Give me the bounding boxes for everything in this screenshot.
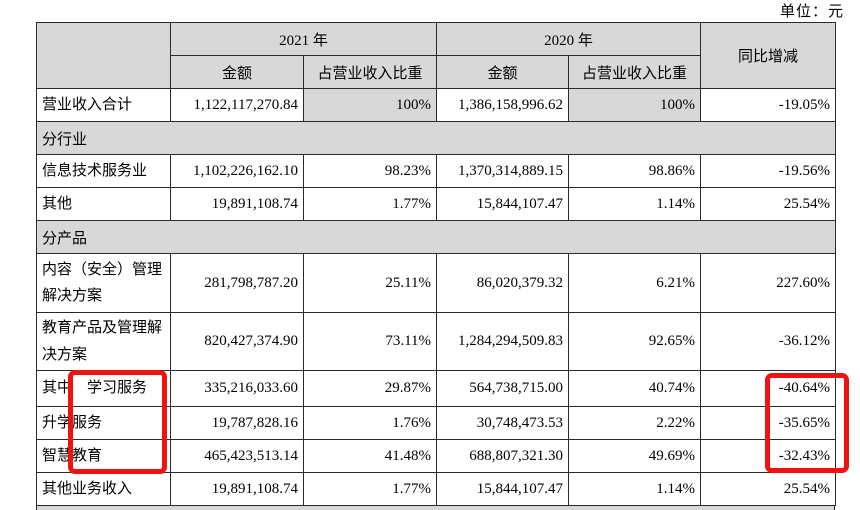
amount-2021-cell: 1,102,226,162.10 <box>170 154 304 188</box>
ratio-2020-cell: 40.74% <box>568 370 702 407</box>
row-label: 教育产品及管理解决方案 <box>36 312 171 371</box>
row-label-prefix: 其中 <box>42 380 73 397</box>
yoy-cell: 25.54% <box>700 187 837 221</box>
amount-2021-cell: 19,787,828.16 <box>170 406 304 440</box>
amount-2021-cell: 281,798,787.20 <box>170 253 304 313</box>
amount-2020-cell: 15,844,107.47 <box>436 472 570 506</box>
row-label: 信息技术服务业 <box>36 154 171 188</box>
yoy-header: 同比增减 <box>700 22 837 89</box>
table-row-learning-services: 其中 学习服务 335,216,033.60 29.87% 564,738,715… <box>36 370 837 407</box>
ratio-2021-cell: 25.11% <box>302 253 438 313</box>
revenue-breakdown-table: 2021 年 2020 年 同比增减 金额 占营业收入比重 金额 占营业收入比重… <box>35 22 837 506</box>
ratio-2021-header: 占营业收入比重 <box>302 55 438 89</box>
ratio-2021-cell: 1.77% <box>302 472 438 506</box>
section-label: 分产品 <box>35 220 837 254</box>
yoy-cell: -19.05% <box>700 88 837 122</box>
table-row-it-services: 信息技术服务业 1,102,226,162.10 98.23% 1,370,31… <box>36 154 837 188</box>
amount-2020-cell: 1,284,294,509.83 <box>436 312 570 371</box>
ratio-2021-cell: 1.76% <box>302 406 438 440</box>
ratio-2021-cell: 1.77% <box>302 187 438 221</box>
section-row-by-industry: 分行业 <box>35 121 837 155</box>
row-label: 智慧教育 <box>36 439 171 473</box>
ratio-2020-cell: 100% <box>568 88 702 122</box>
amount-2020-header: 金额 <box>436 55 570 89</box>
row-label: 其中 学习服务 <box>36 370 171 407</box>
amount-2021-cell: 465,423,513.14 <box>170 439 304 473</box>
yoy-cell: 25.54% <box>700 472 837 506</box>
amount-2020-cell: 15,844,107.47 <box>436 187 570 221</box>
year-2020-header: 2020 年 <box>436 22 702 56</box>
section-label: 分行业 <box>35 121 837 155</box>
ratio-2020-header: 占营业收入比重 <box>568 55 702 89</box>
table-row-total-revenue: 营业收入合计 1,122,117,270.84 100% 1,386,158,9… <box>36 88 837 122</box>
header-row-years: 2021 年 2020 年 同比增减 <box>36 22 837 89</box>
section-row-by-product: 分产品 <box>35 220 837 254</box>
next-row-clipped-strip <box>36 506 835 510</box>
ratio-2020-cell: 98.86% <box>568 154 702 188</box>
row-label: 其他业务收入 <box>36 472 171 506</box>
amount-2021-cell: 820,427,374.90 <box>170 312 304 371</box>
unit-label: 单位：元 <box>779 4 844 20</box>
yoy-cell: -35.65% <box>700 406 837 440</box>
ratio-2021-cell: 41.48% <box>302 439 438 473</box>
amount-2020-cell: 30,748,473.53 <box>436 406 570 440</box>
yoy-cell: -36.12% <box>700 312 837 371</box>
amount-2021-header: 金额 <box>170 55 304 89</box>
table-row-other-business: 其他业务收入 19,891,108.74 1.77% 15,844,107.47… <box>36 472 837 506</box>
ratio-2021-cell: 29.87% <box>302 370 438 407</box>
header-row-metrics: 金额 占营业收入比重 金额 占营业收入比重 <box>37 55 836 89</box>
ratio-2020-cell: 92.65% <box>568 312 702 371</box>
ratio-2021-cell: 73.11% <box>302 312 438 371</box>
yoy-cell: -40.64% <box>700 370 837 407</box>
ratio-2021-cell: 100% <box>302 88 438 122</box>
ratio-2020-cell: 6.21% <box>568 253 702 313</box>
amount-2021-cell: 1,122,117,270.84 <box>170 88 304 122</box>
ratio-2020-cell: 1.14% <box>568 472 702 506</box>
table-row-smart-education: 智慧教育 465,423,513.14 41.48% 688,807,321.3… <box>36 439 837 473</box>
amount-2021-cell: 19,891,108.74 <box>170 187 304 221</box>
row-label: 内容（安全）管理解决方案 <box>36 253 171 313</box>
ratio-2021-cell: 98.23% <box>302 154 438 188</box>
amount-2020-cell: 564,738,715.00 <box>436 370 570 407</box>
row-label: 其他 <box>36 187 171 221</box>
table-row-admission-services: 升学服务 19,787,828.16 1.76% 30,748,473.53 2… <box>36 406 837 440</box>
yoy-cell: 227.60% <box>700 253 837 313</box>
amount-2020-cell: 1,386,158,996.62 <box>436 88 570 122</box>
amount-2021-cell: 335,216,033.60 <box>170 370 304 407</box>
ratio-2020-cell: 2.22% <box>568 406 702 440</box>
table-row-other-industry: 其他 19,891,108.74 1.77% 15,844,107.47 1.1… <box>36 187 837 221</box>
amount-2020-cell: 688,807,321.30 <box>436 439 570 473</box>
amount-2021-cell: 19,891,108.74 <box>170 472 304 506</box>
row-label: 升学服务 <box>36 406 171 440</box>
yoy-cell: -32.43% <box>700 439 837 473</box>
ratio-2020-cell: 49.69% <box>568 439 702 473</box>
corner-cell <box>36 22 171 89</box>
row-label-text: 学习服务 <box>87 380 148 397</box>
table-row-content-security: 内容（安全）管理解决方案 281,798,787.20 25.11% 86,02… <box>36 253 837 313</box>
table-row-education-products: 教育产品及管理解决方案 820,427,374.90 73.11% 1,284,… <box>36 312 837 371</box>
yoy-cell: -19.56% <box>700 154 837 188</box>
row-label: 营业收入合计 <box>36 88 171 122</box>
year-2021-header: 2021 年 <box>169 22 438 56</box>
ratio-2020-cell: 1.14% <box>568 187 702 221</box>
amount-2020-cell: 1,370,314,889.15 <box>436 154 570 188</box>
amount-2020-cell: 86,020,379.32 <box>436 253 570 313</box>
